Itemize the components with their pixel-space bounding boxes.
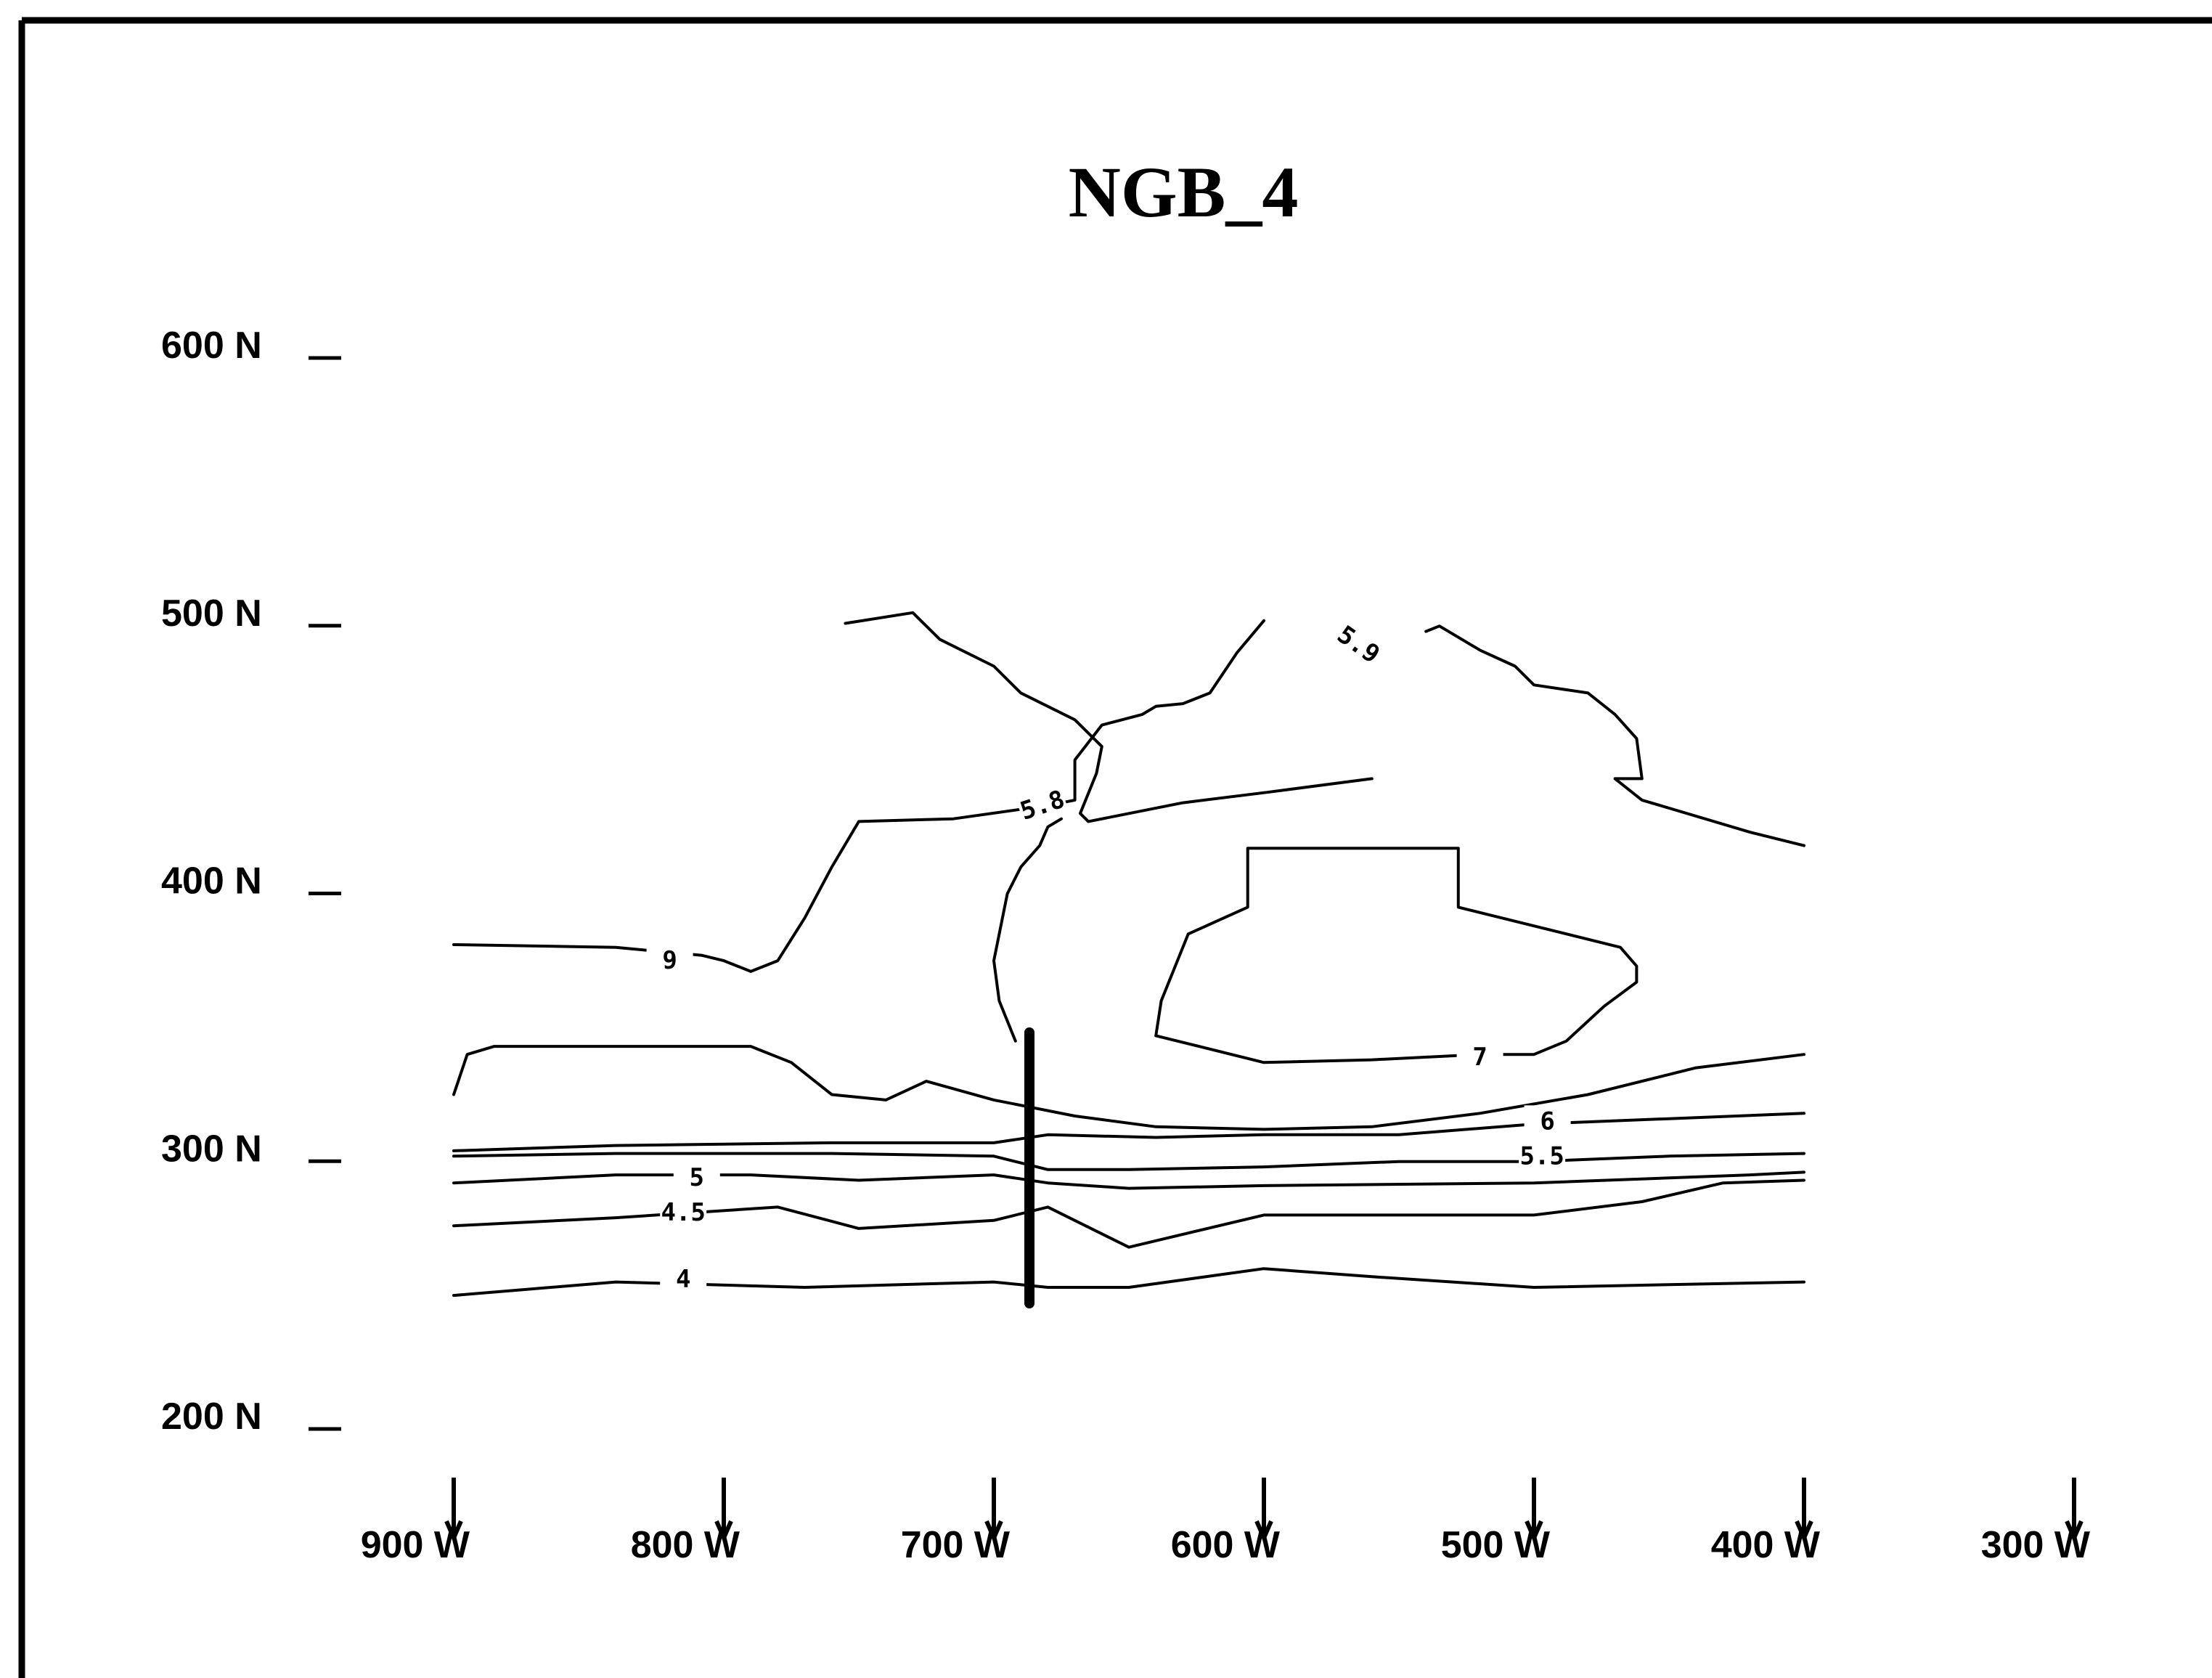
x-tick-arrow xyxy=(1254,1478,1273,1544)
x-tick-arrow xyxy=(2065,1478,2084,1544)
contour-label-bg xyxy=(646,945,693,974)
contour-lines xyxy=(452,611,1805,1298)
x-tick-arrow xyxy=(1525,1478,1543,1544)
contour-label: 5.5 xyxy=(1519,1141,1564,1170)
contour-line-5-8 xyxy=(844,611,1374,823)
chart-title: NGB_4 xyxy=(1069,152,1299,232)
contour-line-unlabeled xyxy=(452,1045,1805,1131)
x-tick-arrow xyxy=(1795,1478,1813,1544)
contour-label-bg xyxy=(660,1263,707,1292)
contour-label: 4.5 xyxy=(661,1198,705,1227)
contour-label: 6 xyxy=(1540,1107,1554,1136)
x-tick-arrow xyxy=(714,1478,733,1544)
contour-label-bg xyxy=(1331,618,1387,669)
y-tick-label: 200 N xyxy=(161,1396,262,1438)
contour-line-4 xyxy=(452,1267,1805,1298)
contour-label: 9 xyxy=(662,946,677,975)
contour-line-6 xyxy=(452,1112,1805,1152)
x-axis: 900 W 800 W 700 W 600 W 500 W 400 W 300 W xyxy=(361,1478,2091,1566)
x-tick-arrow xyxy=(444,1478,463,1544)
contour-label-bg xyxy=(660,1196,707,1226)
y-tick-label: 500 N xyxy=(161,592,262,635)
contour-label-bg xyxy=(1456,1040,1503,1070)
contour-label: 4 xyxy=(676,1265,690,1294)
contour-label-bg xyxy=(1524,1105,1571,1135)
y-tick-label: 400 N xyxy=(161,860,262,903)
x-tick-arrow xyxy=(984,1478,1003,1544)
contour-label-bg xyxy=(1015,783,1069,826)
contour-line-5-5 xyxy=(452,1152,1805,1171)
contour-line-9 xyxy=(452,619,1265,973)
contour-label: 7 xyxy=(1472,1043,1487,1072)
y-tick-label: 600 N xyxy=(161,325,262,367)
contour-label: 5 xyxy=(690,1163,704,1192)
contour-line-4-5 xyxy=(452,1178,1805,1249)
contour-label-bg xyxy=(673,1161,720,1191)
y-axis: 600 N 500 N 400 N 300 N 200 N xyxy=(161,325,341,1438)
contour-label-bg xyxy=(1519,1140,1566,1170)
y-tick-label: 300 N xyxy=(161,1128,262,1170)
contour-line-5-9 xyxy=(1424,624,1805,847)
contour-line-unlabeled xyxy=(992,817,1063,1043)
